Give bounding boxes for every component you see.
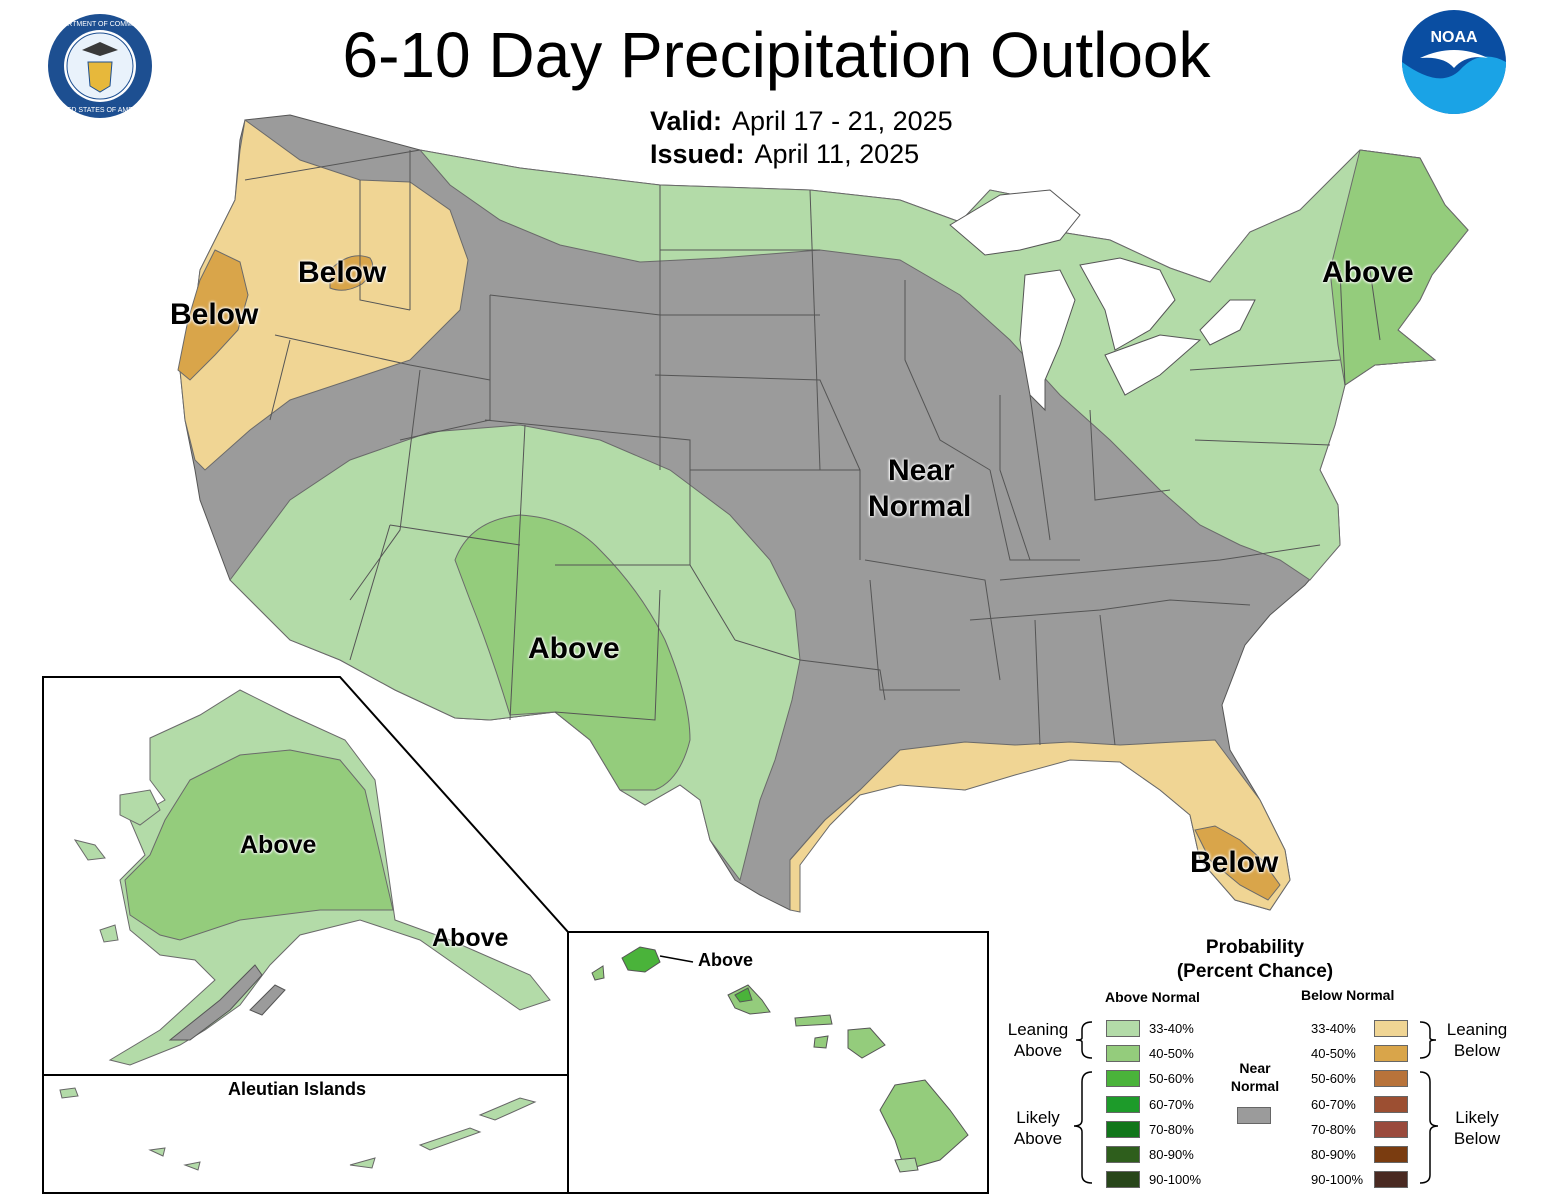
legend-below-bin-label-2: 50-60%	[1311, 1071, 1356, 1087]
label-alaska-se-above: Above	[432, 924, 509, 952]
legend-likely-above: Likely Above	[998, 1107, 1078, 1149]
gulf-below-33-40	[789, 739, 1291, 913]
big-island	[879, 1079, 969, 1171]
legend-above-bin-label-3: 60-70%	[1149, 1096, 1194, 1112]
nw-below-40-50-inland	[329, 255, 374, 291]
niihau	[591, 965, 605, 981]
legend-above-swatch-2	[1106, 1070, 1140, 1088]
alaska-near-normal-sliver	[168, 964, 286, 1041]
legend-below-swatch-3	[1374, 1095, 1408, 1113]
label-southwest-above: Above	[528, 632, 620, 665]
legend-above-swatch-5	[1106, 1146, 1140, 1163]
legend-above-bin-label-0: 33-40%	[1149, 1021, 1194, 1036]
maui	[847, 1027, 886, 1059]
legend-above-swatch-0	[1106, 1020, 1140, 1037]
legend-near-2: Normal	[1230, 1078, 1280, 1094]
alaska-islands	[73, 789, 161, 943]
hawaii-leader-line	[659, 955, 694, 963]
label-central-normal: Normal	[868, 490, 972, 523]
legend-near-1: Near	[1239, 1060, 1271, 1076]
label-northeast-above: Above	[1322, 256, 1414, 289]
legend-below-swatch-1	[1374, 1045, 1408, 1063]
legend-title-line1: Probability	[1205, 937, 1305, 958]
state-boundaries	[244, 149, 1381, 746]
label-aleutian-islands: Aleutian Islands	[228, 1079, 367, 1099]
legend-above-bin-label-5: 80-90%	[1149, 1147, 1194, 1162]
legend-above-bin-label-2: 50-60%	[1149, 1071, 1194, 1087]
legend-leaning-above-2: Above	[1013, 1041, 1063, 1060]
great-lakes	[949, 189, 1256, 412]
legend-below-bin-label-5: 80-90%	[1311, 1147, 1356, 1162]
legend-likely-below-2: Below	[1453, 1129, 1501, 1148]
legend-leaning-below: Leaning Below	[1437, 1019, 1517, 1061]
label-northwest-below: Below	[298, 256, 387, 289]
legend-below-header: Below Normal	[1301, 987, 1395, 1003]
nw-below-40-50-coast	[177, 249, 249, 381]
nw-below-33-40	[179, 119, 469, 471]
legend-below-bin-label-3: 60-70%	[1311, 1096, 1356, 1112]
seal-ring-text-bottom: UNITED STATES OF AMERICA	[50, 107, 150, 114]
legend-near-normal: Near Normal	[1218, 1059, 1292, 1095]
oahu-inner	[734, 987, 753, 1003]
legend-below-swatch-0	[1374, 1020, 1408, 1037]
label-alaska-above: Above	[240, 831, 317, 859]
label-central-near: Near	[888, 454, 955, 487]
aleutian-islands-shapes	[59, 1087, 537, 1171]
legend-below-bin-label-0: 33-40%	[1311, 1021, 1356, 1036]
department-of-commerce-seal: DEPARTMENT OF COMMERCE UNITED STATES OF …	[46, 12, 154, 120]
kauai	[621, 946, 661, 973]
valid-value: April 17 - 21, 2025	[732, 106, 953, 136]
label-hawaii-above: Above	[698, 950, 754, 970]
legend-above-swatch-6	[1106, 1171, 1140, 1189]
big-island-south	[894, 1157, 919, 1173]
valid-label: Valid:	[650, 106, 723, 136]
legend-above-swatch-3	[1106, 1095, 1140, 1113]
fl-below-40-50	[1194, 825, 1281, 901]
label-florida-below: Below	[1190, 846, 1279, 879]
noaa-logo: NOAA	[1400, 8, 1508, 116]
legend-below-swatch-4	[1374, 1120, 1408, 1138]
lanai	[813, 1035, 829, 1049]
legend-leaning-below-2: Below	[1453, 1041, 1501, 1060]
legend-title-line2: (Percent Chance)	[1176, 961, 1334, 982]
legend-above-swatch-1	[1106, 1045, 1140, 1063]
legend-leaning-below-1: Leaning	[1446, 1020, 1508, 1039]
valid-line: Valid: April 17 - 21, 2025	[650, 106, 953, 137]
legend-below-swatch-5	[1374, 1146, 1408, 1163]
hawaii-inset-frame	[567, 931, 989, 1194]
legend-braces	[1073, 1021, 1439, 1184]
hawaii-islands-shapes	[591, 946, 969, 1173]
legend-below-swatch-2	[1374, 1070, 1408, 1088]
legend-above-swatch-4	[1106, 1120, 1140, 1138]
legend-likely-below: Likely Below	[1437, 1107, 1517, 1149]
legend-likely-below-1: Likely	[1455, 1108, 1499, 1127]
legend-below-swatch-6	[1374, 1171, 1408, 1189]
label-westcoast-below: Below	[170, 298, 259, 331]
noaa-logo-text: NOAA	[1430, 29, 1478, 46]
legend-leaning-above-1: Leaning	[1007, 1020, 1069, 1039]
legend-below-bin-label-6: 90-100%	[1311, 1172, 1364, 1188]
alaska-above-40-50	[124, 749, 394, 941]
legend-above-header: Above Normal	[1105, 989, 1200, 1005]
issued-line: Issued: April 11, 2025	[650, 139, 919, 170]
legend-likely-above-1: Likely	[1016, 1108, 1060, 1127]
legend-leaning-above: Leaning Above	[998, 1019, 1078, 1061]
issued-label: Issued:	[650, 139, 745, 169]
legend-below-bin-label-1: 40-50%	[1311, 1046, 1356, 1062]
legend-above-bin-label-6: 90-100%	[1149, 1172, 1202, 1188]
sw-above-40-50	[454, 514, 691, 791]
legend-above-bin-label-1: 40-50%	[1149, 1046, 1194, 1062]
legend-above-bin-label-4: 70-80%	[1149, 1121, 1194, 1137]
map-title: 6-10 Day Precipitation Outlook	[342, 19, 1211, 91]
legend-likely-above-2: Above	[1013, 1129, 1063, 1148]
molokai	[794, 1014, 833, 1027]
legend-below-bin-label-4: 70-80%	[1311, 1121, 1356, 1137]
issued-value: April 11, 2025	[754, 139, 920, 169]
legend-near-normal-swatch	[1237, 1107, 1271, 1124]
seal-ring-text-top: DEPARTMENT OF COMMERCE	[49, 21, 152, 28]
